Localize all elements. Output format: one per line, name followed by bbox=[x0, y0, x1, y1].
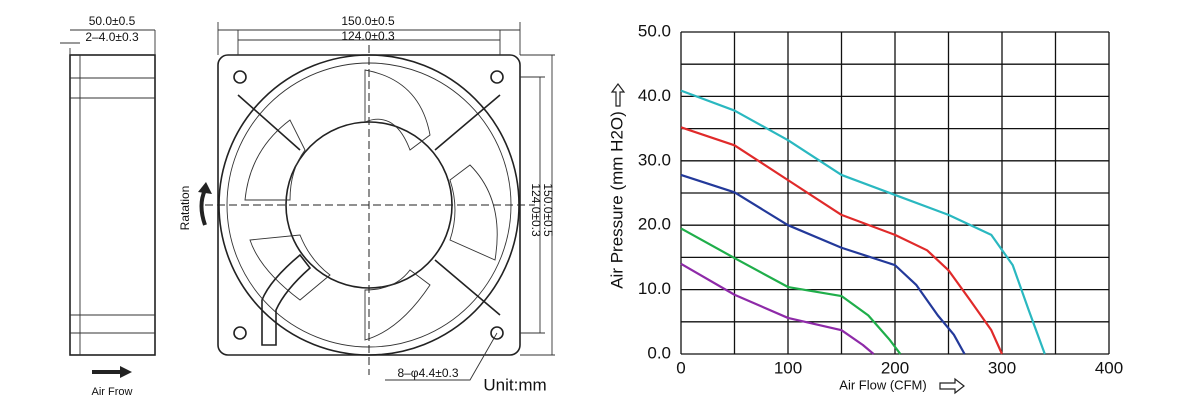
line bbox=[680, 126, 1004, 355]
chart: Air Pressure (mm H2O) Air Flow (CFM) 0 10… bbox=[607, 21, 1123, 395]
rotation-label: Ratation bbox=[178, 186, 192, 231]
airflow-label: Air Frow bbox=[92, 386, 133, 398]
rotation-head bbox=[198, 182, 212, 194]
unit-label: Unit:mm bbox=[483, 375, 546, 394]
hole bbox=[490, 326, 504, 340]
y-tick-label: 10.0 bbox=[638, 279, 671, 298]
y-tick-label: 30.0 bbox=[638, 150, 671, 169]
hole bbox=[233, 326, 247, 340]
x-tick-label: 100 bbox=[774, 358, 802, 377]
y-tick-label: 40.0 bbox=[638, 86, 671, 105]
side-view bbox=[69, 54, 156, 356]
side-dims bbox=[60, 29, 156, 55]
dim-label: 150.0±0.5 bbox=[341, 14, 395, 28]
rotation-arrow bbox=[199, 189, 207, 226]
hole bbox=[490, 70, 504, 84]
dim-label: 124.0±0.3 bbox=[529, 183, 543, 237]
dim-label: 8–φ4.4±0.3 bbox=[397, 366, 458, 380]
blades bbox=[244, 69, 498, 341]
side-lines bbox=[70, 55, 155, 355]
leader bbox=[385, 332, 498, 381]
line bbox=[680, 262, 875, 355]
y-arrow bbox=[610, 83, 626, 107]
struts bbox=[237, 94, 501, 346]
dim-label: 2–4.0±0.3 bbox=[85, 30, 139, 44]
hole bbox=[233, 70, 247, 84]
dim-label: 50.0±0.5 bbox=[89, 14, 136, 28]
y-tick-label: 0.0 bbox=[647, 343, 671, 362]
center-lines bbox=[205, 45, 535, 375]
x-tick-label: 300 bbox=[988, 358, 1016, 377]
y-axis-label: Air Pressure (mm H2O) bbox=[607, 111, 626, 289]
line bbox=[680, 173, 966, 355]
front-dims-v bbox=[520, 54, 555, 356]
x-tick-label: 200 bbox=[881, 358, 909, 377]
dim-label: 124.0±0.3 bbox=[341, 29, 395, 43]
y-tick-label: 50.0 bbox=[638, 21, 671, 40]
front-dims bbox=[217, 22, 521, 55]
airflow-arrow bbox=[92, 366, 132, 378]
drawing: 50.0±0.5 2–4.0±0.3 Air Frow 150.0±0.5 12… bbox=[60, 14, 555, 398]
line bbox=[680, 227, 902, 355]
x-tick-label: 0 bbox=[676, 358, 685, 377]
line bbox=[680, 89, 1046, 355]
y-tick-label: 20.0 bbox=[638, 215, 671, 234]
x-axis-label: Air Flow (CFM) bbox=[839, 377, 926, 392]
x-tick-label: 400 bbox=[1095, 358, 1123, 377]
x-arrow bbox=[939, 377, 965, 395]
dim-label: 150.0±0.5 bbox=[541, 183, 555, 237]
